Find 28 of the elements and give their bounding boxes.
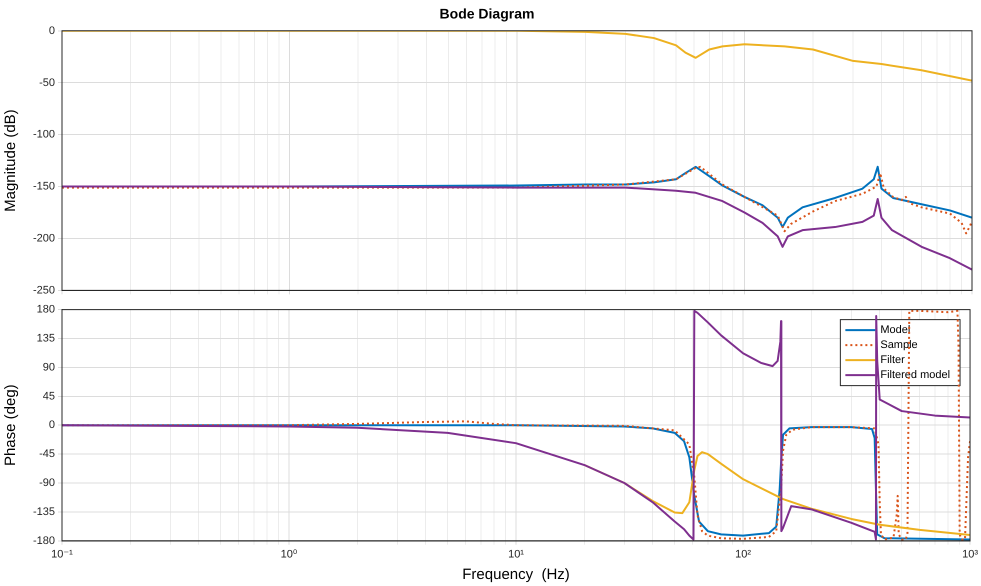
y-tick-label: -200 [32,232,55,245]
y-tick-label: -90 [39,477,55,490]
y-tick-label: 0 [48,419,55,432]
x-tick-label: 10¹ [508,548,524,560]
x-tick-label: 10³ [962,548,978,560]
y-tick-label: 180 [36,304,55,316]
legend-label: Sample [880,339,918,352]
y-tick-label: -135 [32,506,55,518]
x-tick-label: 10² [735,548,752,560]
y-tick-label: 0 [48,24,55,37]
legend-label: Filtered model [880,369,950,382]
y-axis-title: Magnitude (dB) [2,109,20,212]
y-tick-label: -150 [32,180,55,193]
legend-label: Model [880,324,910,336]
y-tick-label: 45 [42,390,55,402]
y-tick-label: 135 [36,332,55,345]
y-tick-label: -45 [39,448,55,460]
x-tick-label: 10⁰ [280,548,298,560]
y-tick-label: 90 [42,361,55,374]
y-tick-label: -180 [32,534,55,547]
y-axis-title: Phase (deg) [2,384,20,466]
chart-title: Bode Diagram [440,5,534,22]
legend-label: Filter [880,354,906,366]
y-tick-label: -250 [32,284,55,296]
x-tick-label: 10⁻¹ [51,548,74,560]
x-axis-title: Frequency (Hz) [462,566,570,584]
y-tick-label: -50 [39,76,55,89]
y-tick-label: -100 [32,128,55,141]
